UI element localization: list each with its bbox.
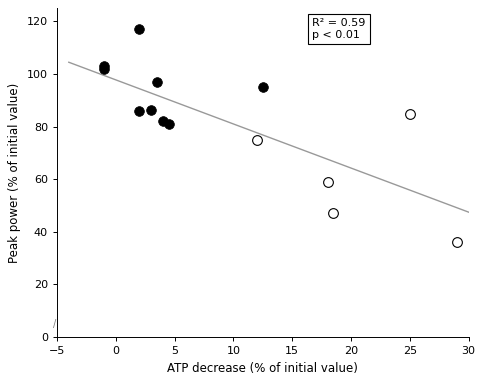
Point bbox=[100, 63, 108, 69]
Point bbox=[159, 118, 167, 124]
Point bbox=[453, 239, 461, 246]
Point bbox=[165, 121, 173, 127]
Point bbox=[136, 108, 143, 114]
X-axis label: ATP decrease (% of initial value): ATP decrease (% of initial value) bbox=[167, 362, 358, 375]
Point bbox=[147, 106, 155, 113]
Point bbox=[406, 110, 414, 116]
Y-axis label: Peak power (% of initial value): Peak power (% of initial value) bbox=[8, 83, 21, 263]
Point bbox=[253, 137, 261, 143]
Point bbox=[100, 66, 108, 72]
Point bbox=[136, 26, 143, 33]
Point bbox=[153, 79, 161, 85]
Point bbox=[330, 210, 337, 216]
Point bbox=[259, 84, 267, 90]
Point bbox=[324, 179, 332, 185]
Text: /: / bbox=[53, 319, 57, 329]
Text: R² = 0.59
p < 0.01: R² = 0.59 p < 0.01 bbox=[312, 18, 365, 40]
